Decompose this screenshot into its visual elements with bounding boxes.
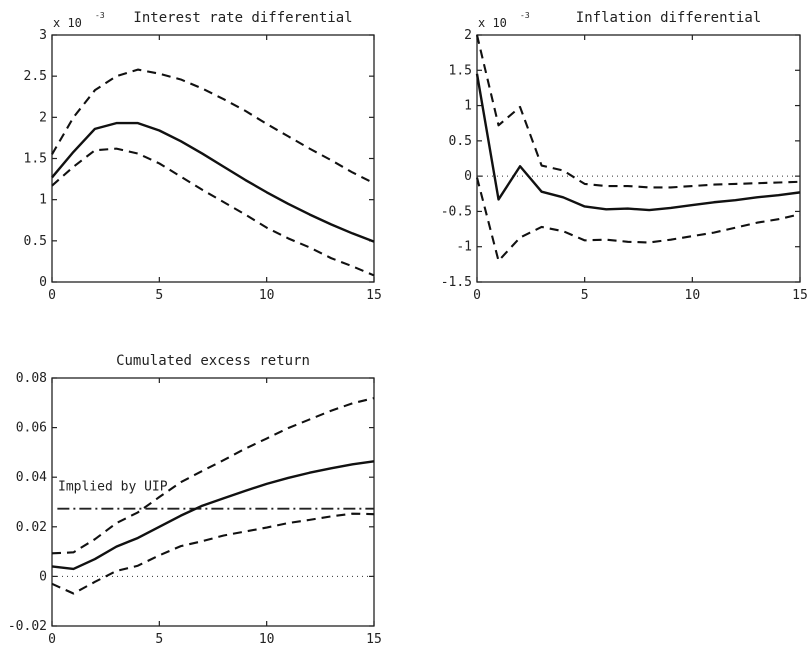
x-tick-label: 10 [685,288,701,303]
series-estimate-line [51,121,375,243]
x-tick-label: 15 [366,288,382,303]
y-tick-label: 0.04 [16,470,47,485]
y-tick-label: 1 [464,99,472,114]
chart-title: Interest rate differential [133,10,352,26]
axis-multiplier-exponent: -3 [520,11,530,20]
x-tick-label: 0 [48,288,56,303]
series-band-line [51,512,375,595]
x-tick-label: 10 [259,632,275,647]
chart-title: Cumulated excess return [116,353,310,369]
x-tick-label: 15 [792,288,808,303]
y-tick-label: 2 [39,110,47,125]
y-tick-label: -0.5 [441,204,472,219]
chart-panel-1: Interest rate differential x 10 -3 0 5 10 15 0 0… [24,10,382,303]
y-tick-label: 2.5 [24,69,47,84]
axis-multiplier-exponent: -3 [95,11,105,20]
series-estimate-line [475,73,801,212]
series-band-line [51,68,375,185]
x-tick-label: 5 [155,288,163,303]
chart-title: Inflation differential [576,10,761,26]
axis-multiplier: x 10 [53,16,82,30]
x-tick-label: 0 [473,288,481,303]
y-tick-label: 0.06 [16,421,47,436]
y-tick-label: 0 [39,569,47,584]
plot-frame [51,377,375,627]
x-tick-label: 5 [155,632,163,647]
series-estimate-line [51,460,375,571]
y-tick-label: -1.5 [441,275,472,290]
series-band-line [475,34,801,189]
y-tick-label: 1.5 [24,152,47,167]
x-tick-label: 0 [48,632,56,647]
y-tick-label: 1 [39,193,47,208]
y-tick-label: 2 [464,28,472,43]
axis-multiplier: x 10 [478,16,507,30]
plot-frame [476,34,801,283]
uip-annotation: Implied by UIP [58,480,168,495]
y-tick-label: 1.5 [449,63,472,78]
y-tick-label: 0.02 [16,520,47,535]
x-tick-label: 5 [581,288,589,303]
series-band-line [51,147,375,277]
x-tick-label: 15 [366,632,382,647]
y-tick-label: 0.5 [449,134,472,149]
y-tick-label: -0.02 [8,619,47,634]
y-tick-label: 0 [39,275,47,290]
plot-frame [51,34,375,283]
y-tick-label: 0.5 [24,234,47,249]
series-band-line [51,397,375,555]
series-band-line [475,177,801,262]
y-tick-label: -1 [456,240,472,255]
y-tick-label: 0.08 [16,371,47,386]
y-tick-label: 3 [39,28,47,43]
x-tick-label: 10 [259,288,275,303]
y-tick-label: 0 [464,169,472,184]
